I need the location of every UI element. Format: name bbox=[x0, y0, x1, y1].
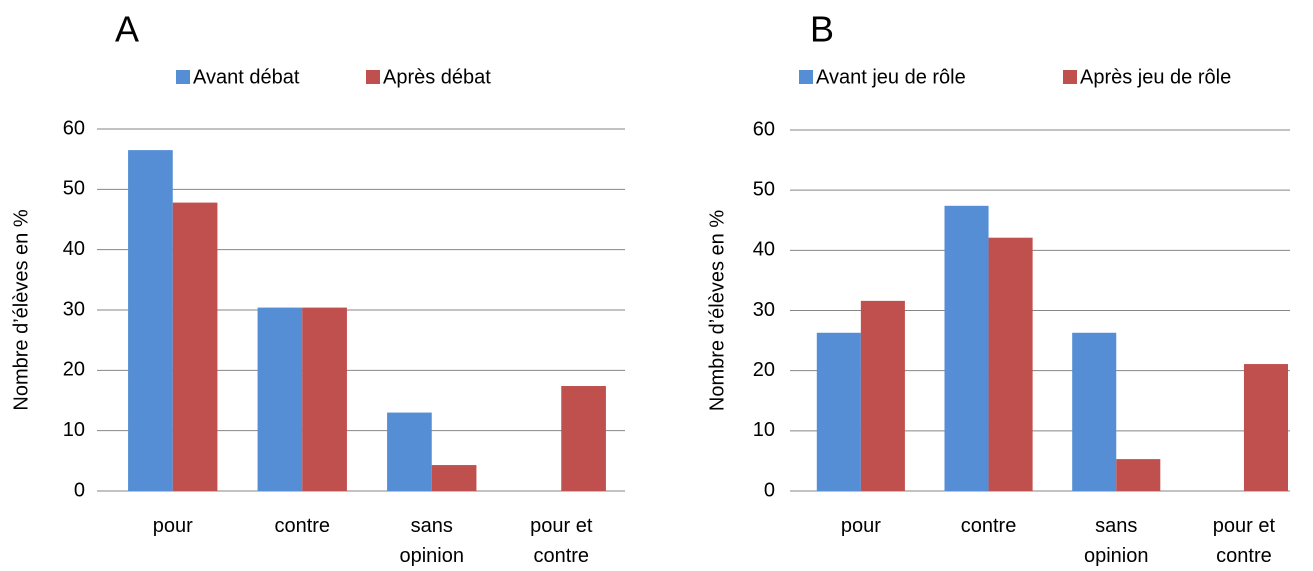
legend-swatch bbox=[1063, 70, 1077, 84]
legend-label: Avant jeu de rôle bbox=[816, 66, 966, 88]
x-tick-label: contre bbox=[960, 515, 1017, 537]
y-tick-label: 10 bbox=[63, 419, 85, 441]
y-tick-label: 40 bbox=[753, 239, 775, 261]
bar bbox=[860, 300, 905, 491]
legend-swatch bbox=[366, 70, 380, 84]
y-tick-label: 40 bbox=[63, 238, 85, 260]
bar bbox=[1243, 364, 1289, 491]
y-tick-label: 50 bbox=[63, 178, 85, 200]
bar bbox=[1072, 332, 1117, 491]
bar bbox=[302, 307, 347, 491]
legend-swatch bbox=[176, 70, 190, 84]
bar bbox=[561, 386, 606, 491]
legend-swatch bbox=[799, 70, 813, 84]
bar bbox=[431, 465, 477, 491]
x-tick-label: pour bbox=[152, 515, 193, 537]
y-tick-label: 30 bbox=[63, 298, 85, 320]
bar bbox=[257, 307, 303, 491]
bar bbox=[128, 150, 173, 491]
x-tick-label: pour et contre bbox=[530, 515, 593, 567]
chart-title: A bbox=[115, 9, 139, 50]
legend-label: Avant débat bbox=[193, 66, 300, 88]
y-tick-label: 50 bbox=[753, 178, 775, 200]
y-tick-label: 20 bbox=[63, 359, 85, 381]
y-tick-label: 60 bbox=[63, 117, 85, 139]
x-tick-label: pour bbox=[840, 515, 881, 537]
x-tick-label: sans opinion bbox=[1083, 515, 1149, 567]
bar bbox=[172, 202, 218, 491]
y-axis-label: Nombre d’élèves en % bbox=[10, 209, 32, 410]
y-axis-label: Nombre d’élèves en % bbox=[706, 210, 728, 411]
x-tick-label: contre bbox=[274, 515, 331, 537]
bar bbox=[988, 237, 1033, 491]
legend-label: Après jeu de rôle bbox=[1080, 66, 1231, 88]
bar bbox=[387, 412, 432, 491]
chart-title: B bbox=[810, 9, 834, 50]
y-tick-label: 30 bbox=[753, 299, 775, 321]
bar bbox=[944, 205, 989, 491]
bar bbox=[1116, 459, 1161, 491]
y-tick-label: 10 bbox=[753, 419, 775, 441]
y-tick-label: 60 bbox=[753, 118, 775, 140]
y-tick-label: 0 bbox=[764, 479, 775, 501]
x-tick-label: pour et contre bbox=[1212, 515, 1276, 567]
y-tick-label: 20 bbox=[753, 359, 775, 381]
x-tick-label: sans opinion bbox=[399, 515, 464, 567]
legend-label: Après débat bbox=[383, 66, 491, 88]
bar bbox=[816, 332, 861, 491]
y-tick-label: 0 bbox=[74, 479, 85, 501]
